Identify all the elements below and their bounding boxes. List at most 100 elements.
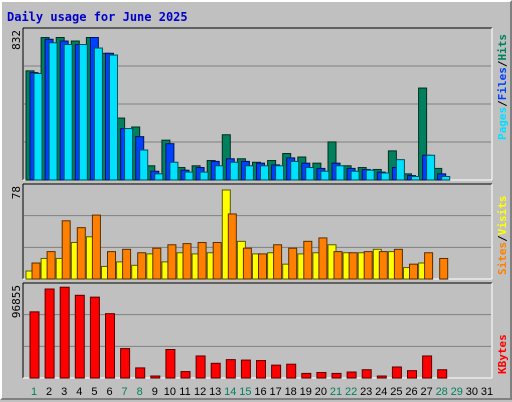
day-label-30: 30 [466,386,478,398]
legend-item-visits: Visits [496,196,509,236]
day-label-21: 21 [330,386,342,398]
panel-kbytes: 96855 [10,282,493,379]
y-max-label: 96855 [10,285,23,318]
bar-kbytes-day-8 [135,367,146,379]
bar-sites-day-23 [363,251,373,280]
day-label-28: 28 [436,386,448,398]
bar-sites-day-1 [31,262,41,280]
bar-sites-day-6 [107,251,116,280]
day-label-14: 14 [224,386,236,398]
bar-pages-day-13 [214,165,224,181]
bar-sites-day-28 [439,257,449,280]
bar-pages-day-27 [426,154,436,181]
day-label-8: 8 [137,386,143,398]
bar-sites-day-25 [393,248,403,280]
bar-pages-day-18 [290,160,300,181]
day-label-22: 22 [345,386,357,398]
day-label-12: 12 [194,386,206,398]
day-label-16: 16 [254,386,266,398]
bar-pages-day-1 [33,72,43,181]
day-label-10: 10 [164,386,176,398]
bar-sites-day-8 [137,252,147,280]
bar-kbytes-day-11 [180,371,191,379]
bar-pages-day-5 [93,47,103,181]
bar-sites-day-20 [318,237,328,280]
bar-pages-day-11 [184,171,194,181]
bar-pages-day-24 [380,172,390,181]
bar-sites-day-15 [242,247,252,280]
legend-item-kbytes: KBytes [496,334,509,374]
bar-kbytes-day-18 [286,363,297,379]
day-label-17: 17 [269,386,281,398]
bar-sites-day-22 [348,252,358,280]
bar-sites-day-5 [91,214,101,280]
bar-pages-day-10 [169,161,179,181]
bar-kbytes-day-22 [346,371,357,379]
day-label-1: 1 [31,386,37,398]
day-label-31: 31 [481,386,493,398]
panel-visits-sites: 78 [10,183,493,280]
bar-kbytes-day-19 [301,372,312,379]
day-label-4: 4 [76,386,82,398]
legend-visits-sites: Sites/Visits [496,196,509,276]
bar-sites-day-24 [378,251,388,280]
bar-sites-day-16 [258,253,267,280]
legend-item-files: Files [496,67,509,100]
panel-hits-files-pages: 832 [10,27,493,181]
day-label-13: 13 [209,386,221,398]
day-label-6: 6 [106,386,112,398]
bar-kbytes-day-4 [74,294,85,379]
bar-pages-day-8 [139,149,149,181]
bar-pages-day-4 [78,44,88,181]
day-label-5: 5 [91,386,97,398]
day-label-3: 3 [61,386,67,398]
bar-sites-day-12 [197,241,207,280]
bar-kbytes-day-26 [407,370,417,379]
bar-pages-day-16 [260,165,269,181]
bar-pages-day-7 [124,128,134,181]
day-label-29: 29 [451,386,463,398]
day-label-25: 25 [390,386,402,398]
bar-kbytes-day-6 [105,313,115,379]
day-label-15: 15 [239,386,251,398]
bar-kbytes-day-3 [59,286,70,379]
bar-kbytes-day-14 [225,359,236,379]
bar-pages-day-20 [320,170,330,181]
bar-kbytes-day-5 [89,296,100,379]
bar-pages-day-26 [411,175,420,181]
bar-pages-day-2 [48,42,58,181]
bar-pages-day-21 [335,165,345,181]
bar-pages-day-14 [229,161,239,181]
bar-sites-day-9 [152,247,162,280]
chart-title: Daily usage for June 2025 [7,10,188,24]
bar-sites-day-19 [303,240,313,280]
legend-kbytes: KBytes [496,334,509,374]
bar-kbytes-day-2 [44,288,55,379]
bar-pages-day-12 [199,171,209,181]
bar-sites-day-27 [424,252,434,280]
y-max-label: 832 [10,30,23,50]
day-label-9: 9 [152,386,158,398]
legend-item-sites: Sites [496,242,509,275]
bar-pages-day-15 [244,165,254,181]
bar-sites-day-3 [61,220,71,280]
bar-kbytes-day-23 [361,369,372,379]
bar-kbytes-day-9 [150,375,161,379]
bar-pages-day-3 [63,44,73,181]
bar-kbytes-day-15 [240,359,251,379]
bar-kbytes-day-21 [331,372,342,379]
y-max-label: 78 [10,186,23,199]
day-label-11: 11 [179,386,190,398]
day-label-20: 20 [315,386,327,398]
day-label-19: 19 [300,386,312,398]
legend-item-hits: Hits [496,34,509,61]
day-label-24: 24 [375,386,387,398]
bar-sites-day-4 [76,227,86,280]
bar-kbytes-day-28 [437,369,448,379]
bar-sites-day-7 [122,248,132,280]
bar-pages-day-17 [275,165,285,181]
bar-kbytes-day-24 [376,375,387,379]
bar-kbytes-day-20 [316,371,327,379]
